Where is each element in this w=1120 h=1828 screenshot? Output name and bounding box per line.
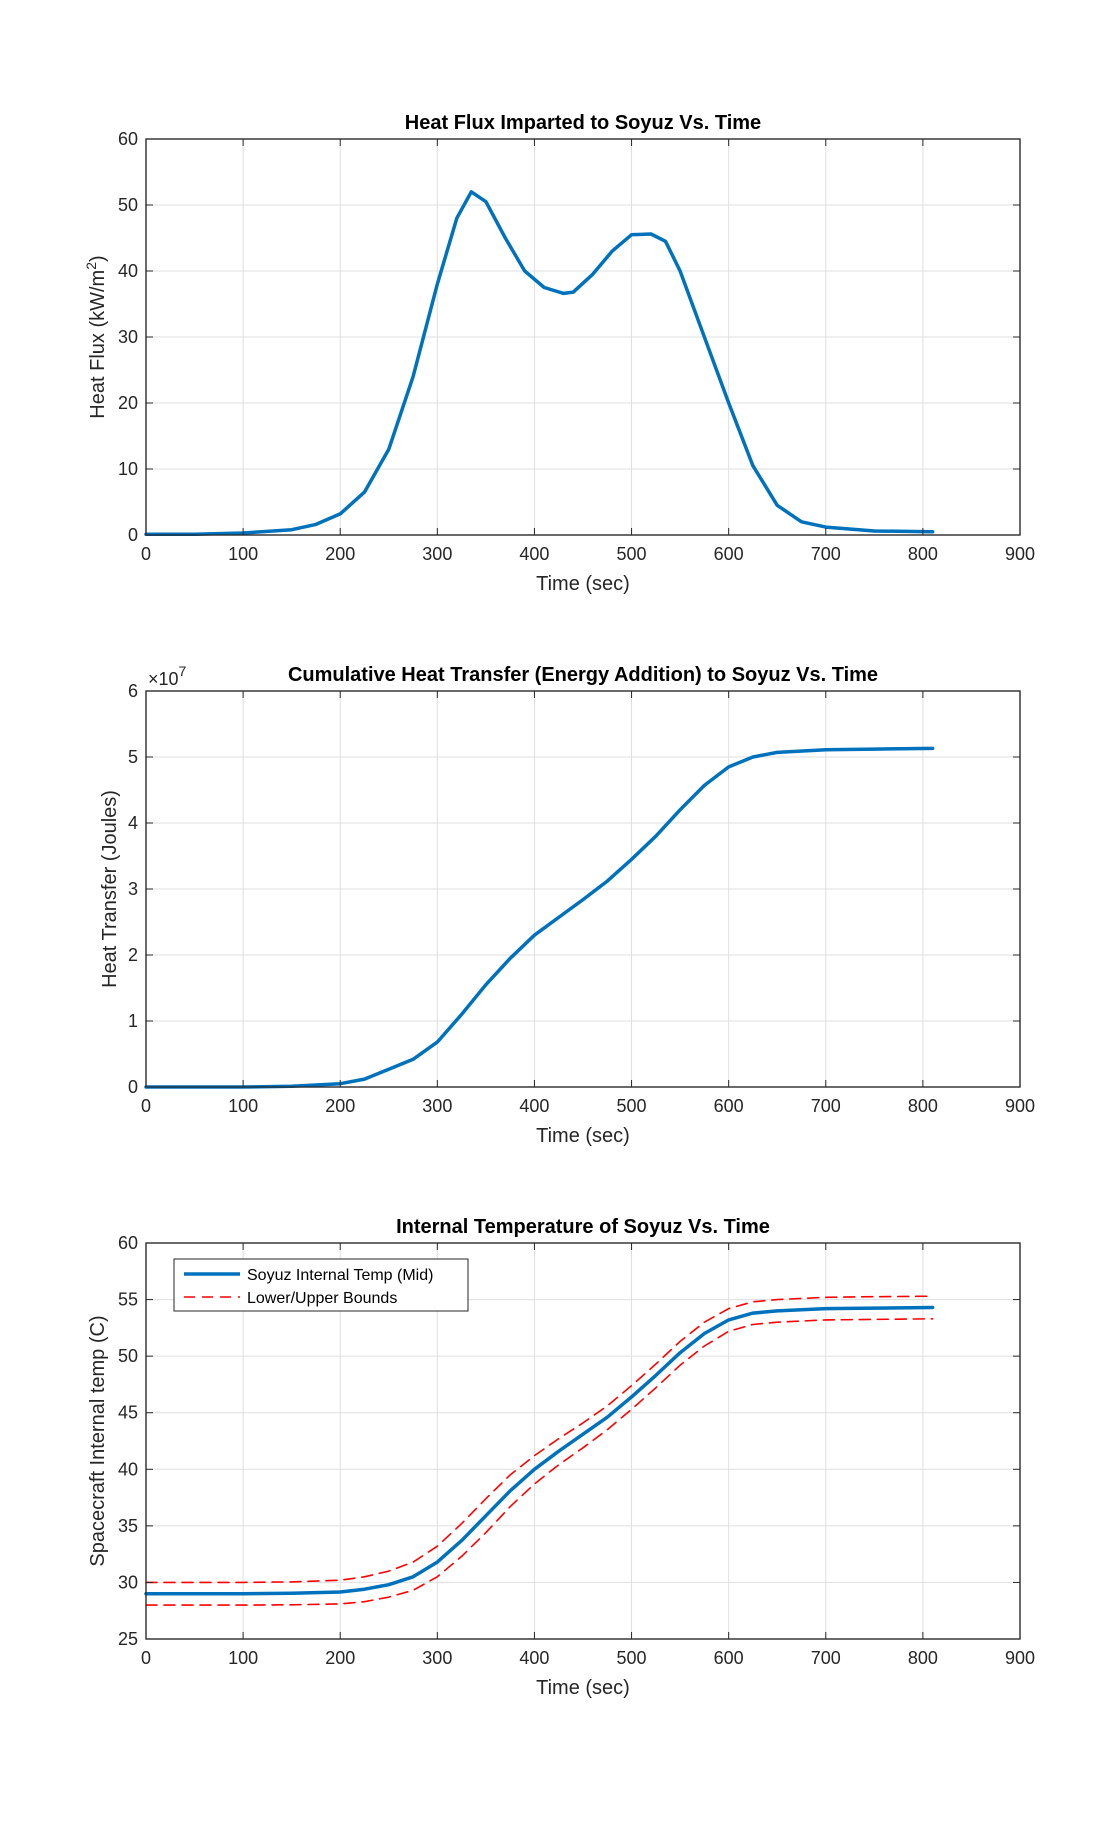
series-line-heat-flux [144, 190, 935, 537]
series-line-upper-bound [145, 1295, 934, 1584]
x-tick-label: 500 [617, 1096, 647, 1116]
x-tick-label: 0 [141, 1096, 151, 1116]
ticks: 0 100 200 300 400 500 600 700 800 900 25 30 35 40 45 50… [118, 1233, 1035, 1668]
grid [146, 139, 1020, 535]
x-tick-label: 300 [422, 1096, 452, 1116]
x-tick-label: 200 [325, 1096, 355, 1116]
y-tick-label: 5 [128, 747, 138, 767]
x-axis-label: Time (sec) [536, 1125, 630, 1147]
y-axis-label: Spacecraft Internal temp (C) [87, 1315, 109, 1566]
y-tick-label: 6 [128, 681, 138, 701]
x-tick-label: 700 [811, 544, 841, 564]
y-tick-label: 1 [128, 1011, 138, 1031]
x-tick-label: 600 [714, 1648, 744, 1668]
y-axis-label: Heat Transfer (Joules) [99, 790, 121, 988]
legend-label-bounds: Lower/Upper Bounds [247, 1290, 397, 1307]
x-tick-label: 400 [519, 1096, 549, 1116]
y-tick-label: 3 [128, 879, 138, 899]
ticks: 0 100 200 300 400 500 600 700 800 900 0 1 2 3 4 5 6 [128, 681, 1035, 1116]
x-tick-label: 800 [908, 1648, 938, 1668]
x-tick-label: 800 [908, 544, 938, 564]
y-tick-label: 30 [118, 1572, 138, 1592]
y-tick-label: 40 [118, 1459, 138, 1479]
heat-flux-chart: 0 100 200 300 400 500 600 700 800 900 0 10 20 30 40 50 6… [83, 112, 1035, 595]
y-tick-label: 0 [128, 1077, 138, 1097]
cumulative-heat-chart: 0 100 200 300 400 500 600 700 800 900 0 1 2 3 4 5 6 Cumu… [99, 663, 1035, 1147]
x-tick-label: 700 [811, 1648, 841, 1668]
x-tick-label: 200 [325, 1648, 355, 1668]
x-axis-label: Time (sec) [536, 573, 630, 595]
y-tick-label: 25 [118, 1629, 138, 1649]
x-tick-label: 400 [519, 544, 549, 564]
ticks: 0 100 200 300 400 500 600 700 800 900 0 10 20 30 40 50 6… [118, 129, 1035, 564]
y-tick-label: 40 [118, 261, 138, 281]
y-tick-label: 10 [118, 459, 138, 479]
y-tick-label: 60 [118, 129, 138, 149]
y-axis-label: Heat Flux (kW/m2) [83, 255, 109, 418]
x-tick-label: 800 [908, 1096, 938, 1116]
internal-temperature-chart: 0 100 200 300 400 500 600 700 800 900 25 30 35 40 45 50… [87, 1216, 1035, 1699]
x-tick-label: 900 [1005, 1096, 1035, 1116]
legend-box [173, 1258, 469, 1312]
series-line-lower-bound [145, 1318, 934, 1606]
series-line-cumulative-heat-transfer [144, 746, 935, 1089]
chart-title: Cumulative Heat Transfer (Energy Additio… [288, 664, 878, 686]
y-exponent: ×107 [148, 663, 187, 689]
series-layer [144, 190, 935, 537]
y-axis-label-end: ) [87, 255, 109, 262]
x-tick-label: 200 [325, 544, 355, 564]
x-axis-label: Time (sec) [536, 1677, 630, 1699]
x-tick-label: 500 [617, 544, 647, 564]
x-tick-label: 0 [141, 544, 151, 564]
y-axis-label-sup: 2 [83, 262, 99, 270]
y-tick-label: 50 [118, 1346, 138, 1366]
x-tick-label: 900 [1005, 544, 1035, 564]
x-tick-label: 300 [422, 544, 452, 564]
y-tick-label: 2 [128, 945, 138, 965]
y-tick-label: 0 [128, 525, 138, 545]
x-tick-label: 100 [228, 1648, 258, 1668]
x-tick-label: 900 [1005, 1648, 1035, 1668]
legend: Soyuz Internal Temp (Mid) Lower/Upper Bo… [173, 1258, 469, 1312]
grid [146, 691, 1020, 1087]
y-axis-label-main: Heat Flux (kW/m [87, 270, 109, 419]
x-tick-label: 600 [714, 1096, 744, 1116]
y-tick-label: 30 [118, 327, 138, 347]
x-tick-label: 500 [617, 1648, 647, 1668]
series-layer [144, 1295, 935, 1606]
plot-border [145, 1242, 1021, 1640]
x-tick-label: 100 [228, 1096, 258, 1116]
y-tick-label: 20 [118, 393, 138, 413]
x-tick-label: 0 [141, 1648, 151, 1668]
y-tick-label: 45 [118, 1403, 138, 1423]
y-tick-label: 50 [118, 195, 138, 215]
x-tick-label: 400 [519, 1648, 549, 1668]
series-layer [144, 746, 935, 1089]
y-exponent-power: 7 [179, 663, 187, 679]
x-tick-label: 300 [422, 1648, 452, 1668]
y-tick-label: 35 [118, 1516, 138, 1536]
y-tick-label: 60 [118, 1233, 138, 1253]
x-tick-label: 700 [811, 1096, 841, 1116]
y-exponent-base: ×10 [148, 669, 179, 689]
series-line-soyuz-internal-temp-mid [144, 1305, 935, 1596]
y-tick-label: 55 [118, 1290, 138, 1310]
x-tick-label: 100 [228, 544, 258, 564]
chart-title: Internal Temperature of Soyuz Vs. Time [396, 1216, 770, 1238]
y-tick-label: 4 [128, 813, 138, 833]
legend-label-mid: Soyuz Internal Temp (Mid) [247, 1267, 433, 1284]
x-tick-label: 600 [714, 544, 744, 564]
chart-title: Heat Flux Imparted to Soyuz Vs. Time [405, 112, 761, 134]
